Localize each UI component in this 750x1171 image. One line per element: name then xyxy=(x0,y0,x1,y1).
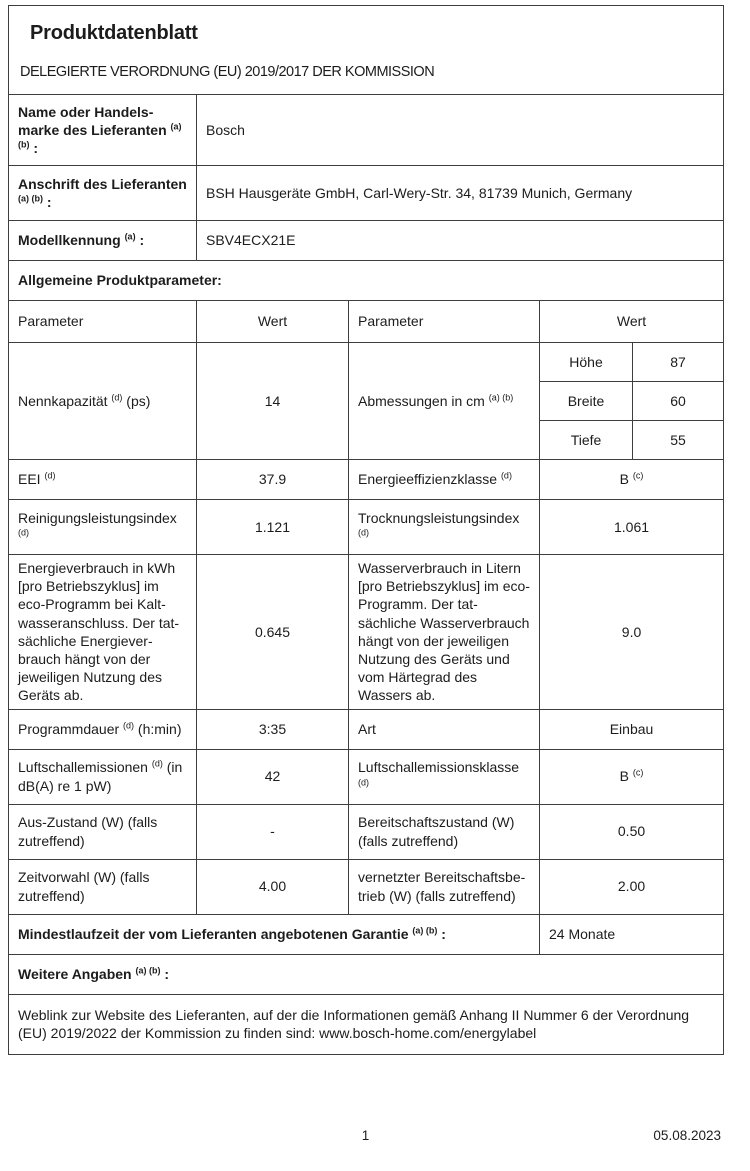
cleaning-index-label: Reinigungsleistungsindex (d) xyxy=(8,499,197,555)
regulation-subtitle: DELEGIERTE VERORDNUNG (EU) 2019/2017 DER… xyxy=(20,64,435,81)
footnote-marker: (d) xyxy=(44,470,56,481)
supplier-name-value: Bosch xyxy=(195,94,725,166)
column-header-parameter-left: Parameter xyxy=(8,300,197,343)
noise-class-value: B (c) xyxy=(538,748,725,805)
guarantee-label: Mindestlaufzeit der vom Lieferanten ange… xyxy=(8,913,540,955)
table-row: Weitere Angaben (a) (b) : xyxy=(7,953,725,995)
dimension-width-value: 60 xyxy=(631,381,725,421)
footnote-marker: (d) xyxy=(358,527,369,538)
type-value: Einbau xyxy=(538,708,725,750)
additional-info-label: Weitere Angaben (a) (b) : xyxy=(7,953,725,995)
table-row: Weblink zur Website des Lieferanten, auf… xyxy=(7,993,725,1055)
eei-label: EEI (d) xyxy=(8,459,197,500)
footnote-marker: (a) (b) xyxy=(18,193,43,204)
table-row: Nennkapazität (d) (ps) 14 Abmessungen in… xyxy=(8,342,725,460)
dimension-width-label: Breite xyxy=(539,381,633,421)
footnote-marker: (d) xyxy=(123,720,135,731)
supplier-name-label: Name oder Handels­marke des Lieferanten … xyxy=(8,94,197,166)
table-row: Aus-Zustand (W) (falls zutreffend) - Ber… xyxy=(8,803,725,860)
dimensions-label: Abmessungen in cm (a) (b) xyxy=(348,342,540,460)
product-datasheet-table: Produktdatenblatt DELEGIERTE VERORDNUNG … xyxy=(7,5,725,1055)
noise-class-label: Luftschallemissionsklasse (d) xyxy=(348,748,540,805)
drying-index-label: Trocknungsleistungsindex (d) xyxy=(348,499,540,555)
table-row: Luftschallemissionen (d) (in dB(A) re 1 … xyxy=(8,748,725,805)
footnote-marker: (a) (b) xyxy=(18,121,182,150)
table-row: Zeitvorwahl (W) (falls zutreffend) 4.00 … xyxy=(8,858,725,915)
energy-class-label: Energieeffizienzklasse (d) xyxy=(348,459,540,500)
table-row: EEI (d) 37.9 Energieeffizienzklasse (d) … xyxy=(8,459,725,500)
noise-emissions-label: Luftschallemissionen (d) (in dB(A) re 1 … xyxy=(8,748,197,805)
column-header-parameter-right: Parameter xyxy=(348,300,540,343)
dimension-height-label: Höhe xyxy=(539,342,633,382)
delay-start-value: 4.00 xyxy=(196,858,349,915)
document-header: Produktdatenblatt DELEGIERTE VERORDNUNG … xyxy=(7,5,725,95)
energy-consumption-label: Energieverbrauch in kWh [pro Betriebszyk… xyxy=(8,554,197,710)
footnote-marker: (d) xyxy=(500,470,512,481)
supplier-address-value: BSH Hausgeräte GmbH, Carl-Wery-Str. 34, … xyxy=(195,165,725,221)
column-header-value-left: Wert xyxy=(196,300,349,343)
drying-index-value: 1.061 xyxy=(538,499,725,555)
off-mode-value: - xyxy=(196,803,349,860)
water-consumption-label: Wasserverbrauch in Litern [pro Betriebsz… xyxy=(348,554,540,710)
rated-capacity-label: Nennkapazität (d) (ps) xyxy=(8,342,197,460)
off-mode-label: Aus-Zustand (W) (falls zutreffend) xyxy=(8,803,197,860)
standby-mode-label: Bereitschaftszustand (W) (falls zutreffe… xyxy=(348,803,540,860)
model-id-label: Modellkennung (a) : xyxy=(8,220,197,261)
table-row: Breite 60 xyxy=(9,381,725,421)
footnote-marker: (d) xyxy=(358,776,369,787)
page-title: Produktdatenblatt xyxy=(30,22,198,45)
networked-standby-value: 2.00 xyxy=(538,858,725,915)
page-number: 1 xyxy=(361,1128,370,1143)
weblink-text: Weblink zur Website des Lieferanten, auf… xyxy=(7,993,725,1055)
table-row: Mindestlaufzeit der vom Lieferanten ange… xyxy=(8,913,725,955)
table-row: Programmdauer (d) (h:min) 3:35 Art Einba… xyxy=(8,708,725,750)
guarantee-value: 24 Monate xyxy=(538,913,725,955)
noise-emissions-value: 42 xyxy=(196,748,349,805)
column-header-value-right: Wert xyxy=(538,300,725,343)
section-title: Allgemeine Produktparameter: xyxy=(7,260,725,301)
programme-duration-label: Programmdauer (d) (h:min) xyxy=(8,708,197,750)
footnote-marker: (c) xyxy=(632,470,644,481)
type-label: Art xyxy=(348,708,540,750)
supplier-address-label: Anschrift des Lieferanten (a) (b) : xyxy=(8,165,197,221)
footnote-marker: (d) xyxy=(18,527,29,538)
cleaning-index-value: 1.121 xyxy=(196,499,349,555)
programme-duration-value: 3:35 xyxy=(196,708,349,750)
model-id-value: SBV4ECX21E xyxy=(195,220,725,261)
footnote-marker: (a) (b) xyxy=(135,965,161,976)
energy-class-value: B (c) xyxy=(538,459,725,500)
standby-mode-value: 0.50 xyxy=(538,803,725,860)
dimension-depth-label: Tiefe xyxy=(539,420,633,460)
delay-start-label: Zeitvorwahl (W) (falls zutreffend) xyxy=(8,858,197,915)
dimension-height-value: 87 xyxy=(631,342,725,382)
footnote-marker: (a) (b) xyxy=(488,392,514,403)
eei-value: 37.9 xyxy=(196,459,349,500)
water-consumption-value: 9.0 xyxy=(538,554,725,710)
table-row: Reinigungsleistungsindex (d) 1.121 Trock… xyxy=(8,499,725,555)
rated-capacity-value: 14 xyxy=(196,342,349,460)
footnote-marker: (d) xyxy=(151,758,163,769)
footer-date: 05.08.2023 xyxy=(653,1128,721,1143)
footnote-marker: (a) xyxy=(124,231,136,242)
footnote-marker: (c) xyxy=(632,767,644,778)
energy-consumption-value: 0.645 xyxy=(196,554,349,710)
networked-standby-label: vernetzter Bereitschaftsbe­trieb (W) (fa… xyxy=(348,858,540,915)
table-row: Energieverbrauch in kWh [pro Betriebszyk… xyxy=(8,554,725,710)
page-footer: 1 05.08.2023 xyxy=(8,1128,723,1143)
footnote-marker: (a) (b) xyxy=(412,925,438,936)
footnote-marker: (d) xyxy=(111,392,123,403)
dimension-depth-value: 55 xyxy=(631,420,725,460)
